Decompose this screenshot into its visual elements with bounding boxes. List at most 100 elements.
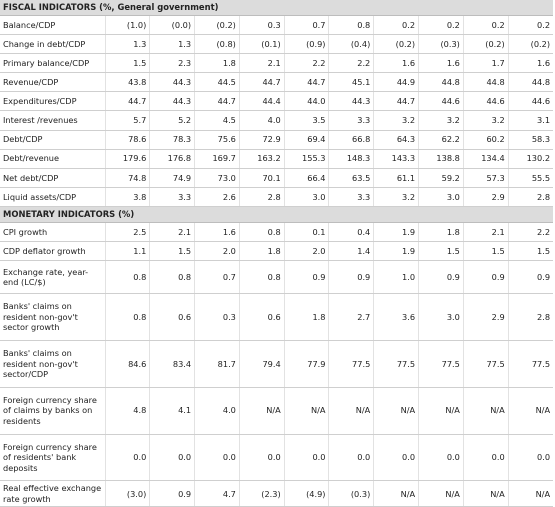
table-cell: (3.0)	[105, 480, 151, 507]
row-label: Banks' claims on resident non-gov't sect…	[0, 340, 106, 388]
table-cell: 0.0	[239, 434, 285, 482]
table-cell: 77.5	[508, 340, 554, 388]
table-cell: 77.5	[328, 340, 375, 388]
table-row: Liquid assets/CDP 3.8 3.3 2.6 2.8 3.0 3.3 3.2 3.…	[0, 187, 554, 207]
table-cell: 44.9	[373, 72, 420, 93]
table-cell: 2.2	[284, 53, 330, 74]
table-cell: 5.2	[149, 110, 196, 131]
table-cell: 3.6	[373, 293, 420, 341]
row-label: Balance/CDP	[0, 15, 106, 36]
row-label: Net debt/CDP	[0, 168, 106, 188]
table-cell: 148.3	[328, 149, 375, 169]
table-cell: 143.3	[373, 149, 420, 169]
table-row: Banks' claims on resident non-gov't sect…	[0, 293, 554, 341]
table-cell: 2.1	[239, 53, 285, 74]
table-cell: 44.6	[418, 91, 464, 112]
table-cell: 138.8	[418, 149, 464, 169]
table-cell: 0.9	[284, 260, 330, 295]
monetary-section-title: MONETARY INDICATORS (%)	[0, 206, 554, 223]
row-label: Foreign currency share of claims by bank…	[0, 387, 106, 435]
table-cell: 3.3	[149, 187, 196, 207]
table-cell: 3.2	[373, 110, 420, 131]
table-cell: 77.5	[463, 340, 509, 388]
table-cell: 0.4	[328, 222, 375, 243]
table-cell: 62.2	[418, 130, 464, 150]
table-cell: 44.8	[463, 72, 509, 93]
table-cell: 44.5	[194, 72, 240, 93]
table-cell: 1.9	[373, 241, 420, 262]
table-row: Primary balance/CDP 1.5 2.3 1.8 2.1 2.2 2.2 1.6…	[0, 53, 554, 74]
table-cell: 2.8	[508, 187, 554, 207]
table-cell: 84.6	[105, 340, 151, 388]
table-cell: 1.8	[418, 222, 464, 243]
table-cell: 3.0	[284, 187, 330, 207]
table-cell: 3.0	[418, 293, 464, 341]
table-row: Interest /revenues 5.7 5.2 4.5 4.0 3.5 3.3 3.2 3…	[0, 110, 554, 131]
table-cell: 2.9	[463, 293, 509, 341]
table-cell: N/A	[463, 480, 509, 507]
table-cell: 169.7	[194, 149, 240, 169]
table-cell: 1.5	[105, 53, 151, 74]
table-cell: 79.4	[239, 340, 285, 388]
fiscal-section-header: FISCAL INDICATORS (%, General government…	[0, 0, 554, 16]
table-cell: 44.8	[418, 72, 464, 93]
table-cell: 1.5	[508, 241, 554, 262]
table-cell: 44.7	[373, 91, 420, 112]
table-cell: 179.6	[105, 149, 151, 169]
table-row: Change in debt/CDP 1.3 1.3 (0.8) (0.1) (0.9)(…	[0, 34, 554, 55]
table-cell: N/A	[508, 387, 554, 435]
table-cell: (0.0)	[149, 15, 196, 36]
row-label: Exchange rate, year-end (LC/$)	[0, 260, 106, 295]
table-cell: N/A	[418, 387, 464, 435]
table-cell: 1.6	[508, 53, 554, 74]
table-cell: 0.0	[463, 434, 509, 482]
row-label: Interest /revenues	[0, 110, 106, 131]
table-cell: 0.8	[239, 222, 285, 243]
table-cell: 1.6	[418, 53, 464, 74]
table-cell: 1.3	[105, 34, 151, 55]
table-cell: 0.6	[149, 293, 196, 341]
table-cell: 4.8	[105, 387, 151, 435]
table-cell: 3.2	[373, 187, 420, 207]
table-cell: 44.7	[239, 72, 285, 93]
table-cell: 130.2	[508, 149, 554, 169]
table-cell: 44.4	[239, 91, 285, 112]
table-row: Debt/revenue 179.6 176.8 169.7 163.2 155.3 148…	[0, 149, 554, 169]
table-cell: 74.9	[149, 168, 196, 188]
table-cell: 2.2	[508, 222, 554, 243]
table-cell: 1.5	[418, 241, 464, 262]
table-cell: 2.8	[508, 293, 554, 341]
table-cell: 0.3	[194, 293, 240, 341]
table-row: Revenue/CDP 43.8 44.3 44.5 44.7 44.7 45.1 44.9 4…	[0, 72, 554, 93]
table-cell: 2.0	[194, 241, 240, 262]
table-cell: 57.3	[463, 168, 509, 188]
table-cell: 0.8	[239, 260, 285, 295]
table-row: CPI growth 2.5 2.1 1.6 0.8 0.1 0.4 1.9 1.8 2.1 2.2	[0, 222, 554, 243]
table-cell: (0.4)	[328, 34, 375, 55]
table-cell: 69.4	[284, 130, 330, 150]
table-cell: 44.6	[508, 91, 554, 112]
row-label: Change in debt/CDP	[0, 34, 106, 55]
table-cell: 0.2	[373, 15, 420, 36]
table-cell: 2.0	[284, 241, 330, 262]
table-cell: 44.6	[463, 91, 509, 112]
table-row: Foreign currency share of residents' ban…	[0, 434, 554, 482]
table-row: Banks' claims on resident non-gov't sect…	[0, 340, 554, 388]
table-cell: 44.7	[105, 91, 151, 112]
table-cell: 1.1	[105, 241, 151, 262]
table-row: CDP deflator growth 1.1 1.5 2.0 1.8 2.0 1.4 1.9…	[0, 241, 554, 262]
fiscal-section-title: FISCAL INDICATORS (%, General government…	[0, 0, 554, 16]
table-cell: 0.0	[284, 434, 330, 482]
table-cell: 0.0	[105, 434, 151, 482]
table-cell: 63.5	[328, 168, 375, 188]
table-row: Debt/CDP 78.6 78.3 75.6 72.9 69.4 66.8 64.3 62.2…	[0, 130, 554, 150]
table-cell: 61.1	[373, 168, 420, 188]
row-label: Foreign currency share of residents' ban…	[0, 434, 106, 482]
table-cell: 55.5	[508, 168, 554, 188]
table-cell: 0.8	[105, 293, 151, 341]
table-cell: 66.4	[284, 168, 330, 188]
table-cell: 0.2	[463, 15, 509, 36]
row-label: Liquid assets/CDP	[0, 187, 106, 207]
table-cell: 0.0	[508, 434, 554, 482]
